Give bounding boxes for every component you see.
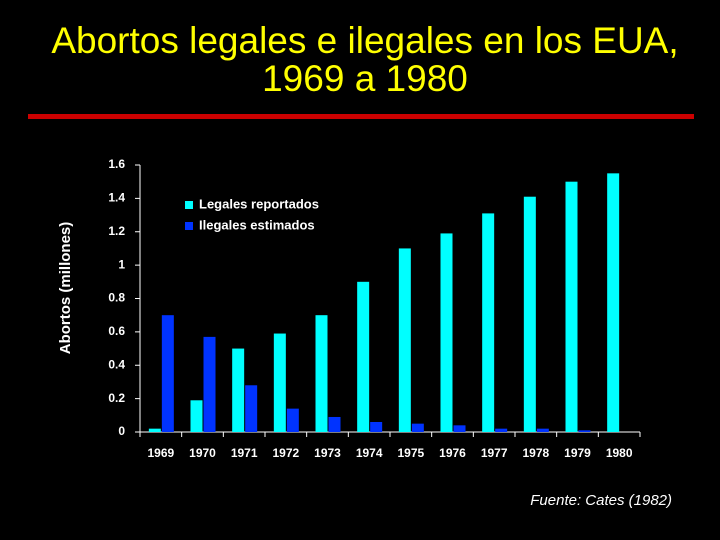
bar [161, 315, 174, 432]
bar [482, 213, 495, 432]
x-tick-label: 1973 [314, 446, 341, 460]
bar [328, 416, 341, 432]
legend-label: Legales reportados [199, 196, 319, 211]
y-tick-label: 1.6 [108, 157, 125, 171]
bar [245, 385, 258, 432]
source-note: Fuente: Cates (1982) [530, 492, 672, 509]
bar [203, 336, 216, 432]
x-tick-label: 1977 [481, 446, 508, 460]
y-tick-label: 1 [118, 257, 125, 271]
title-rule [28, 114, 694, 119]
y-axis-label: Abortos (millones) [57, 222, 74, 355]
y-tick-label: 0.2 [108, 391, 125, 405]
bar [148, 428, 161, 432]
bar [453, 425, 466, 432]
x-tick-label: 1972 [272, 446, 299, 460]
x-tick-label: 1980 [606, 446, 633, 460]
chart-title: Abortos legales e ilegales en los EUA, 1… [51, 20, 679, 99]
bar [578, 430, 591, 432]
bar [523, 196, 536, 432]
bar [536, 428, 549, 432]
y-tick-label: 1.2 [108, 224, 125, 238]
x-tick-label: 1969 [147, 446, 174, 460]
legend-swatch [185, 222, 193, 230]
bar [315, 315, 328, 432]
legend-label: Ilegales estimados [199, 217, 315, 232]
y-tick-label: 0.4 [108, 357, 125, 371]
x-tick-label: 1979 [564, 446, 591, 460]
y-tick-label: 0.6 [108, 324, 125, 338]
bar [411, 423, 424, 432]
y-tick-label: 0.8 [108, 291, 125, 305]
x-tick-label: 1975 [397, 446, 424, 460]
y-tick-label: 1.4 [108, 191, 125, 205]
bar [565, 181, 578, 432]
y-tick-label: 0 [118, 424, 125, 438]
bar [273, 333, 286, 432]
x-tick-label: 1971 [231, 446, 258, 460]
x-tick-label: 1974 [356, 446, 383, 460]
bar [370, 421, 383, 432]
bar [440, 233, 453, 432]
bar [357, 281, 370, 432]
x-tick-label: 1970 [189, 446, 216, 460]
x-tick-label: 1978 [522, 446, 549, 460]
bar [495, 428, 508, 432]
bar [286, 408, 299, 432]
bar [607, 173, 620, 432]
bar [190, 400, 203, 432]
x-tick-label: 1976 [439, 446, 466, 460]
bar [232, 348, 245, 432]
legend-swatch [185, 201, 193, 209]
bar [398, 248, 411, 432]
